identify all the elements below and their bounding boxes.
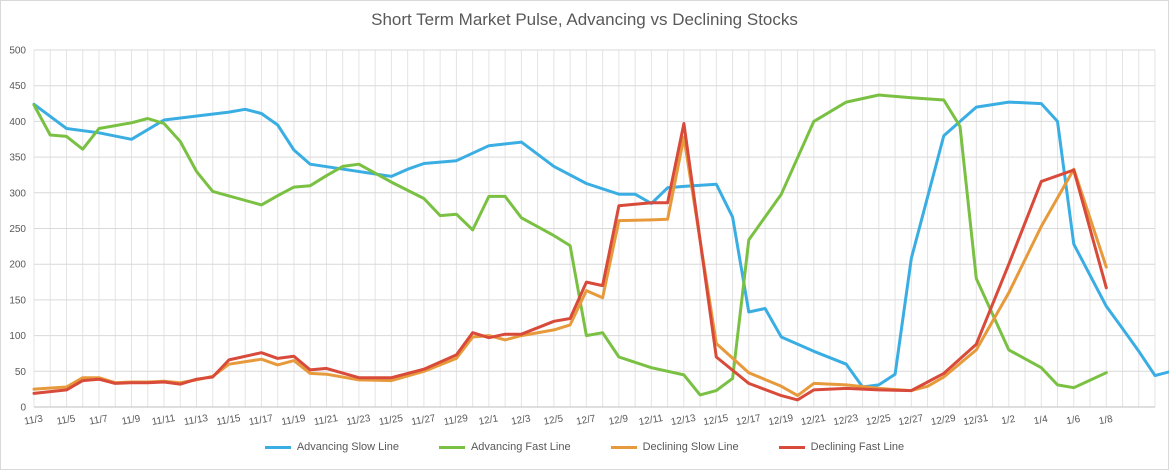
x-tick-label: 11/19 [281, 413, 307, 428]
y-tick-label: 300 [9, 188, 26, 199]
chart-title: Short Term Market Pulse, Advancing vs De… [371, 10, 798, 29]
advancing-slow-line-line [32, 100, 1169, 389]
x-tick-label: 1/4 [1033, 414, 1049, 427]
legend-item-advancing-slow-line: Advancing Slow Line [264, 441, 399, 453]
x-tick-label: 11/21 [313, 413, 339, 428]
x-tick-label: 11/29 [443, 413, 469, 428]
x-tick-label: 12/17 [735, 413, 762, 428]
y-tick-label: 350 [9, 153, 26, 164]
legend-label: Advancing Fast Line [470, 441, 571, 453]
y-tick-label: 200 [9, 260, 26, 271]
x-tick-label: 11/3 [23, 413, 44, 427]
x-tick-label: 1/8 [1098, 414, 1114, 427]
legend-item-declining-slow-line: Declining Slow Line [610, 441, 739, 453]
y-tick-label: 50 [15, 367, 27, 378]
x-tick-label: 11/15 [216, 413, 242, 428]
x-tick-label: 12/1 [478, 413, 500, 427]
x-tick-label: 12/29 [930, 413, 957, 428]
x-tick-label: 12/23 [833, 413, 860, 428]
series-layer [32, 93, 1169, 402]
legend-label: Declining Slow Line [642, 441, 739, 453]
y-tick-label: 0 [20, 403, 26, 414]
legend-item-declining-fast-line: Declining Fast Line [778, 441, 905, 453]
legend: Advancing Slow Line Advancing Fast Line De… [0, 441, 1169, 453]
y-tick-label: 450 [9, 81, 26, 92]
x-tick-label: 12/3 [510, 413, 532, 427]
x-tick-label: 11/23 [346, 413, 372, 428]
x-tick-label: 1/6 [1066, 414, 1082, 427]
x-tick-label: 12/9 [608, 413, 630, 427]
x-tick-label: 11/27 [411, 413, 437, 428]
x-tick-label: 12/15 [703, 413, 730, 428]
y-tick-label: 100 [9, 331, 26, 342]
x-tick-label: 11/9 [121, 413, 142, 427]
grid-layer [33, 49, 1156, 408]
x-tick-label: 12/31 [963, 413, 990, 428]
legend-label: Advancing Slow Line [296, 441, 399, 453]
legend-swatch [264, 445, 291, 449]
legend-swatch [610, 445, 637, 449]
advancing-fast-line-line [32, 93, 1108, 397]
x-tick-label: 12/7 [575, 413, 597, 427]
x-tick-label: 12/27 [898, 413, 925, 428]
x-tick-label: 1/2 [1001, 414, 1017, 427]
y-tick-label: 250 [9, 224, 26, 235]
x-tick-label: 11/7 [88, 413, 109, 427]
x-tick-label: 12/13 [670, 413, 697, 428]
x-tick-label: 12/25 [865, 413, 892, 428]
x-tick-label: 12/19 [768, 413, 795, 428]
axis-layer: 0 50 100 150 200 250 300 350 400 450 500 11/3 11/5 11… [9, 46, 1155, 428]
legend-label: Declining Fast Line [810, 441, 905, 453]
y-tick-label: 400 [9, 117, 26, 128]
y-tick-label: 500 [9, 46, 26, 57]
x-tick-label: 11/11 [151, 413, 177, 428]
x-tick-label: 11/5 [56, 413, 77, 427]
x-tick-label: 12/21 [800, 413, 827, 428]
x-tick-label: 11/13 [183, 413, 209, 428]
legend-swatch [438, 445, 465, 449]
legend-swatch [778, 445, 805, 449]
x-tick-label: 12/5 [543, 413, 565, 427]
x-tick-label: 12/11 [638, 413, 664, 428]
y-tick-label: 150 [9, 295, 26, 306]
declining-fast-line-line [32, 122, 1108, 402]
x-tick-label: 11/17 [248, 413, 274, 428]
legend-item-advancing-fast-line: Advancing Fast Line [438, 441, 571, 453]
x-tick-label: 11/25 [378, 413, 404, 428]
